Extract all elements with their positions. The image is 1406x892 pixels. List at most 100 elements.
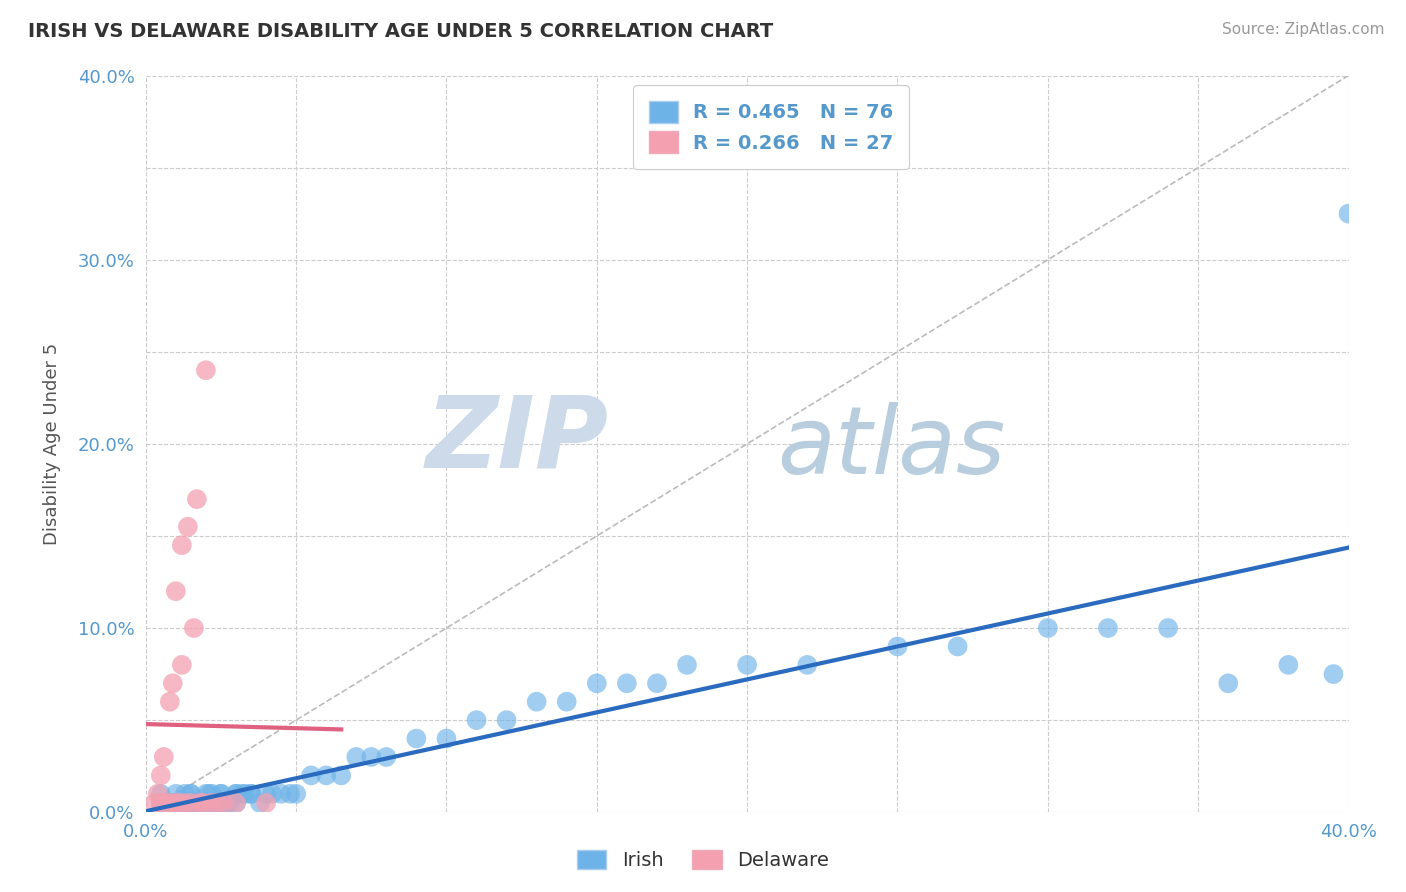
Point <box>146 787 169 801</box>
Point <box>170 796 193 810</box>
Point <box>165 787 187 801</box>
Point <box>299 768 322 782</box>
Point <box>162 796 184 810</box>
Point <box>215 796 238 810</box>
Point <box>526 695 548 709</box>
Point <box>177 796 200 810</box>
Text: ZIP: ZIP <box>426 392 609 489</box>
Point <box>165 796 187 810</box>
Point <box>209 796 232 810</box>
Point <box>645 676 668 690</box>
Point <box>585 676 607 690</box>
Point <box>240 787 263 801</box>
Point <box>186 796 208 810</box>
Point <box>180 787 202 801</box>
Legend: Irish, Delaware: Irish, Delaware <box>569 842 837 878</box>
Point <box>177 520 200 534</box>
Point <box>285 787 308 801</box>
Point <box>153 750 176 764</box>
Text: Source: ZipAtlas.com: Source: ZipAtlas.com <box>1222 22 1385 37</box>
Point <box>219 796 242 810</box>
Point <box>143 796 166 810</box>
Point <box>204 796 226 810</box>
Point <box>254 796 277 810</box>
Point <box>191 796 214 810</box>
Point <box>188 796 211 810</box>
Point <box>946 640 969 654</box>
Point <box>180 787 202 801</box>
Point <box>165 796 187 810</box>
Point <box>240 787 263 801</box>
Point <box>180 796 202 810</box>
Point <box>375 750 398 764</box>
Point <box>165 584 187 599</box>
Point <box>170 538 193 552</box>
Point <box>330 768 353 782</box>
Point <box>186 492 208 507</box>
Point <box>191 796 214 810</box>
Point <box>676 657 699 672</box>
Point <box>188 796 211 810</box>
Point <box>616 676 638 690</box>
Point <box>149 768 172 782</box>
Point <box>1277 657 1299 672</box>
Point <box>180 796 202 810</box>
Point <box>149 787 172 801</box>
Point <box>183 796 205 810</box>
Point <box>233 787 256 801</box>
Y-axis label: Disability Age Under 5: Disability Age Under 5 <box>44 343 60 545</box>
Text: atlas: atlas <box>778 402 1005 493</box>
Point <box>159 796 181 810</box>
Point <box>194 796 217 810</box>
Point <box>1322 667 1344 681</box>
Point <box>201 796 224 810</box>
Point <box>278 787 301 801</box>
Point <box>225 796 247 810</box>
Point <box>194 363 217 377</box>
Point <box>796 657 818 672</box>
Point <box>173 796 195 810</box>
Point <box>188 796 211 810</box>
Point <box>165 796 187 810</box>
Point <box>249 796 271 810</box>
Point <box>194 787 217 801</box>
Point <box>1337 207 1360 221</box>
Point <box>360 750 382 764</box>
Point <box>231 787 253 801</box>
Point <box>180 796 202 810</box>
Point <box>315 768 337 782</box>
Point <box>436 731 458 746</box>
Point <box>173 796 195 810</box>
Point <box>207 796 229 810</box>
Point <box>156 796 179 810</box>
Point <box>173 787 195 801</box>
Point <box>165 796 187 810</box>
Point <box>886 640 908 654</box>
Point <box>162 676 184 690</box>
Point <box>156 796 179 810</box>
Point <box>555 695 578 709</box>
Point <box>159 695 181 709</box>
Point <box>344 750 367 764</box>
Point <box>254 787 277 801</box>
Point <box>260 787 283 801</box>
Text: IRISH VS DELAWARE DISABILITY AGE UNDER 5 CORRELATION CHART: IRISH VS DELAWARE DISABILITY AGE UNDER 5… <box>28 22 773 41</box>
Point <box>1097 621 1119 635</box>
Point <box>167 796 190 810</box>
Point <box>1218 676 1240 690</box>
Point <box>170 657 193 672</box>
Point <box>198 787 221 801</box>
Legend: R = 0.465   N = 76, R = 0.266   N = 27: R = 0.465 N = 76, R = 0.266 N = 27 <box>633 86 910 169</box>
Point <box>149 796 172 810</box>
Point <box>225 796 247 810</box>
Point <box>405 731 427 746</box>
Point <box>495 713 517 727</box>
Point <box>209 787 232 801</box>
Point <box>1036 621 1059 635</box>
Point <box>159 796 181 810</box>
Point <box>209 787 232 801</box>
Point <box>201 787 224 801</box>
Point <box>1157 621 1180 635</box>
Point <box>225 787 247 801</box>
Point <box>165 796 187 810</box>
